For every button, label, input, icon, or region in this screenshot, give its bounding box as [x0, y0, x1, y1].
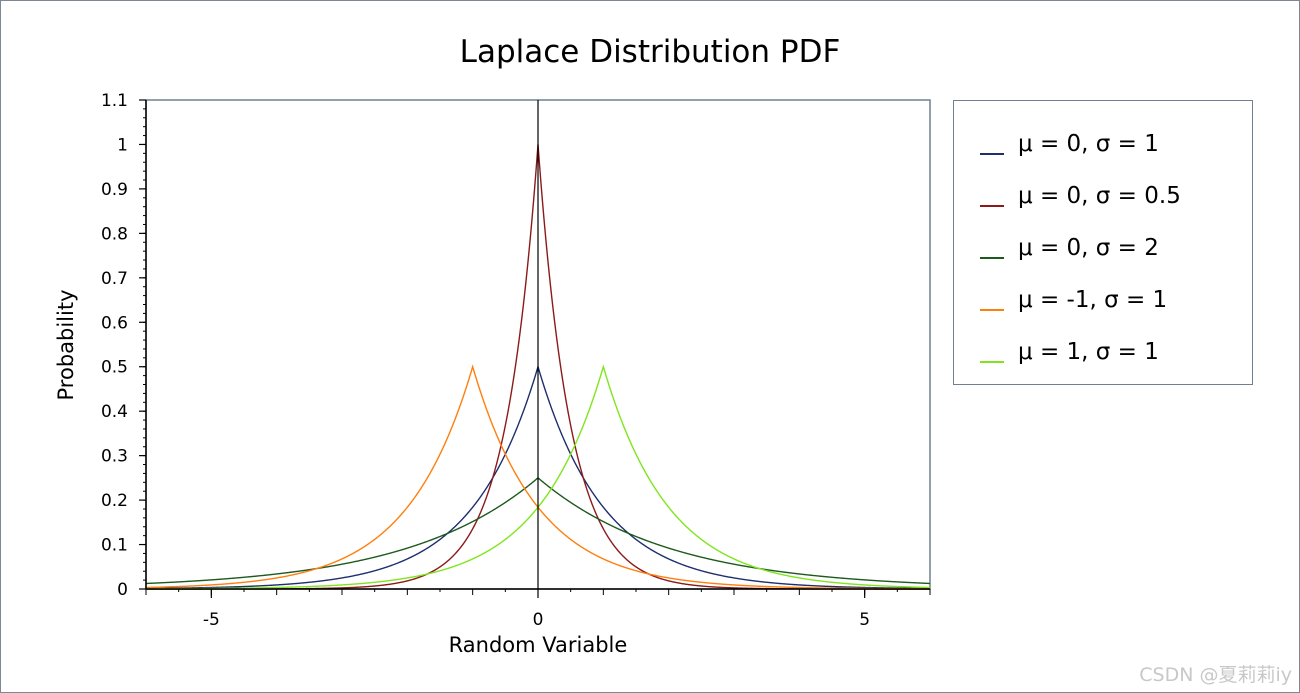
x-axis: -5 0 5 — [145, 589, 931, 630]
y-tick-label: 0.6 — [101, 313, 128, 333]
legend-label: μ = 0, σ = 1 — [1018, 131, 1159, 157]
y-tick-label: 0.5 — [101, 358, 128, 378]
x-tick-label: -5 — [203, 610, 220, 630]
y-axis: 0 0.1 0.2 0.3 0.4 0.5 0.6 0.7 0.8 0.9 1 1.1 — [101, 91, 146, 600]
chart-title: Laplace Distribution PDF — [459, 34, 841, 70]
legend-swatch — [980, 309, 1004, 311]
x-tick-label: 5 — [859, 610, 870, 630]
watermark: CSDN @夏莉莉iy — [1139, 664, 1292, 686]
y-tick-label: 0.2 — [101, 491, 128, 511]
x-tick-label: 0 — [533, 610, 544, 630]
y-tick-label: 0.8 — [101, 224, 128, 244]
y-tick-label: 0.7 — [101, 269, 128, 289]
y-tick-label: 0.9 — [101, 180, 128, 200]
y-axis-label: Probability — [54, 289, 78, 400]
legend-swatch — [980, 205, 1004, 207]
legend-swatch — [980, 257, 1004, 259]
legend-label: μ = 0, σ = 2 — [1018, 235, 1159, 261]
y-tick-label: 1 — [117, 135, 128, 155]
legend-label: μ = 1, σ = 1 — [1018, 339, 1159, 365]
y-tick-label: 0.4 — [101, 402, 128, 422]
y-tick-label: 0.1 — [101, 536, 128, 556]
legend-swatch — [980, 361, 1004, 363]
y-tick-label: 0 — [117, 580, 128, 600]
x-axis-label: Random Variable — [449, 633, 628, 657]
legend: μ = 0, σ = 1 μ = 0, σ = 0.5 μ = 0, σ = 2… — [953, 100, 1253, 385]
legend-label: μ = 0, σ = 0.5 — [1018, 183, 1181, 209]
y-tick-label: 0.3 — [101, 447, 128, 467]
legend-label: μ = -1, σ = 1 — [1018, 287, 1168, 313]
y-tick-label: 1.1 — [101, 91, 128, 111]
legend-swatch — [980, 153, 1004, 155]
